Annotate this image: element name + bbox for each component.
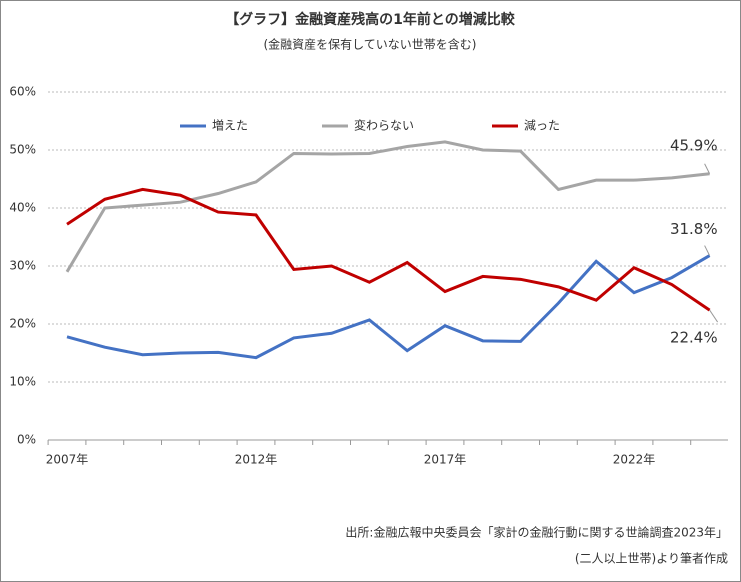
y-tick-label: 20% [9,317,36,331]
source: (二人以上世帯)より筆者作成 [575,552,728,566]
x-tick-label: 2007年 [46,453,89,467]
x-tick-label: 2012年 [235,453,278,467]
y-tick-label: 40% [9,201,36,215]
x-tick-label: 2022年 [613,453,656,467]
line-series [66,254,711,360]
chart-subtitle: (金融資産を保有していない世帯を含む) [263,37,476,52]
leader-line [709,309,719,323]
chart-title: 【グラフ】金融資産残高の1年前との増減比較 [225,11,516,28]
y-tick-label: 60% [9,85,36,99]
source: 出所:金融広報中央委員会「家計の金融行動に関する世論調査2023年」 [345,525,728,540]
leader-line [704,163,711,175]
line-series [66,187,711,312]
leader-line [704,245,711,256]
legend-label: 変わらない [354,118,414,133]
legend-label: 減った [524,118,560,133]
value-label: 22.4% [670,329,718,347]
line-series [65,140,710,273]
y-tick-label: 50% [9,143,36,157]
x-tick-label: 2017年 [424,453,467,467]
y-tick-label: 0% [17,433,36,447]
y-tick-label: 10% [9,375,36,389]
legend-label: 増えた [212,119,248,133]
value-label: 45.9% [670,136,718,154]
value-label: 31.8% [670,220,718,238]
y-tick-label: 30% [9,259,36,273]
